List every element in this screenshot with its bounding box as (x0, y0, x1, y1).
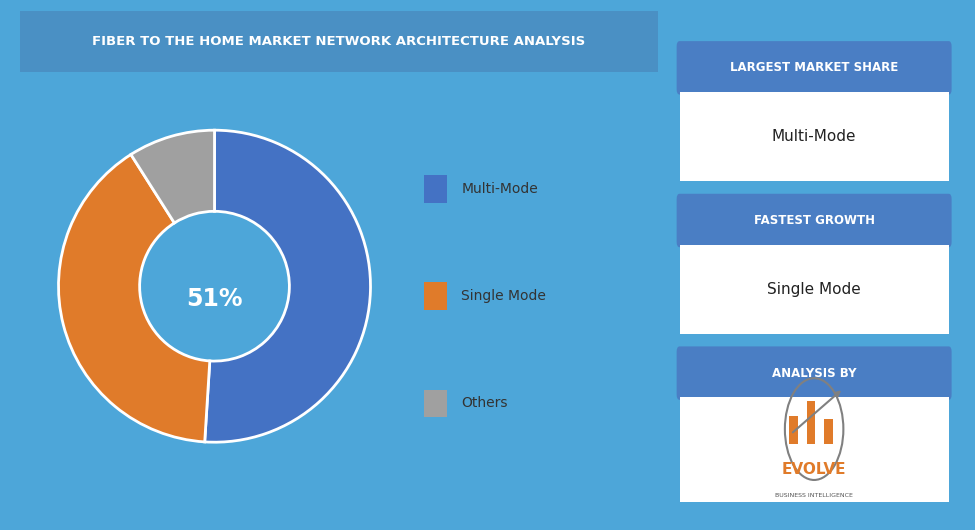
Wedge shape (58, 154, 210, 442)
Text: FASTEST GROWTH: FASTEST GROWTH (754, 214, 875, 227)
Text: BUSINESS INTELLIGENCE: BUSINESS INTELLIGENCE (775, 493, 853, 498)
Text: Multi-Mode: Multi-Mode (461, 182, 538, 196)
FancyBboxPatch shape (677, 347, 952, 400)
FancyBboxPatch shape (680, 92, 949, 181)
Text: 51%: 51% (186, 287, 243, 311)
Text: Single Mode: Single Mode (767, 281, 861, 297)
FancyBboxPatch shape (20, 11, 658, 72)
FancyBboxPatch shape (789, 417, 798, 444)
FancyBboxPatch shape (424, 175, 448, 203)
FancyBboxPatch shape (806, 401, 815, 444)
Text: Single Mode: Single Mode (461, 289, 546, 303)
Text: EVOLVE: EVOLVE (782, 462, 846, 478)
FancyBboxPatch shape (680, 398, 949, 501)
FancyBboxPatch shape (677, 194, 952, 247)
FancyBboxPatch shape (424, 390, 448, 418)
Text: FIBER TO THE HOME MARKET NETWORK ARCHITECTURE ANALYSIS: FIBER TO THE HOME MARKET NETWORK ARCHITE… (93, 34, 585, 48)
FancyBboxPatch shape (424, 282, 448, 310)
Text: Others: Others (461, 396, 508, 410)
FancyBboxPatch shape (677, 41, 952, 94)
Wedge shape (131, 130, 214, 223)
FancyBboxPatch shape (824, 419, 833, 444)
Wedge shape (205, 130, 370, 442)
FancyArrowPatch shape (793, 392, 839, 432)
Text: ANALYSIS BY: ANALYSIS BY (772, 367, 856, 379)
Text: LARGEST MARKET SHARE: LARGEST MARKET SHARE (730, 61, 898, 74)
FancyBboxPatch shape (680, 245, 949, 334)
Text: Multi-Mode: Multi-Mode (772, 129, 856, 144)
